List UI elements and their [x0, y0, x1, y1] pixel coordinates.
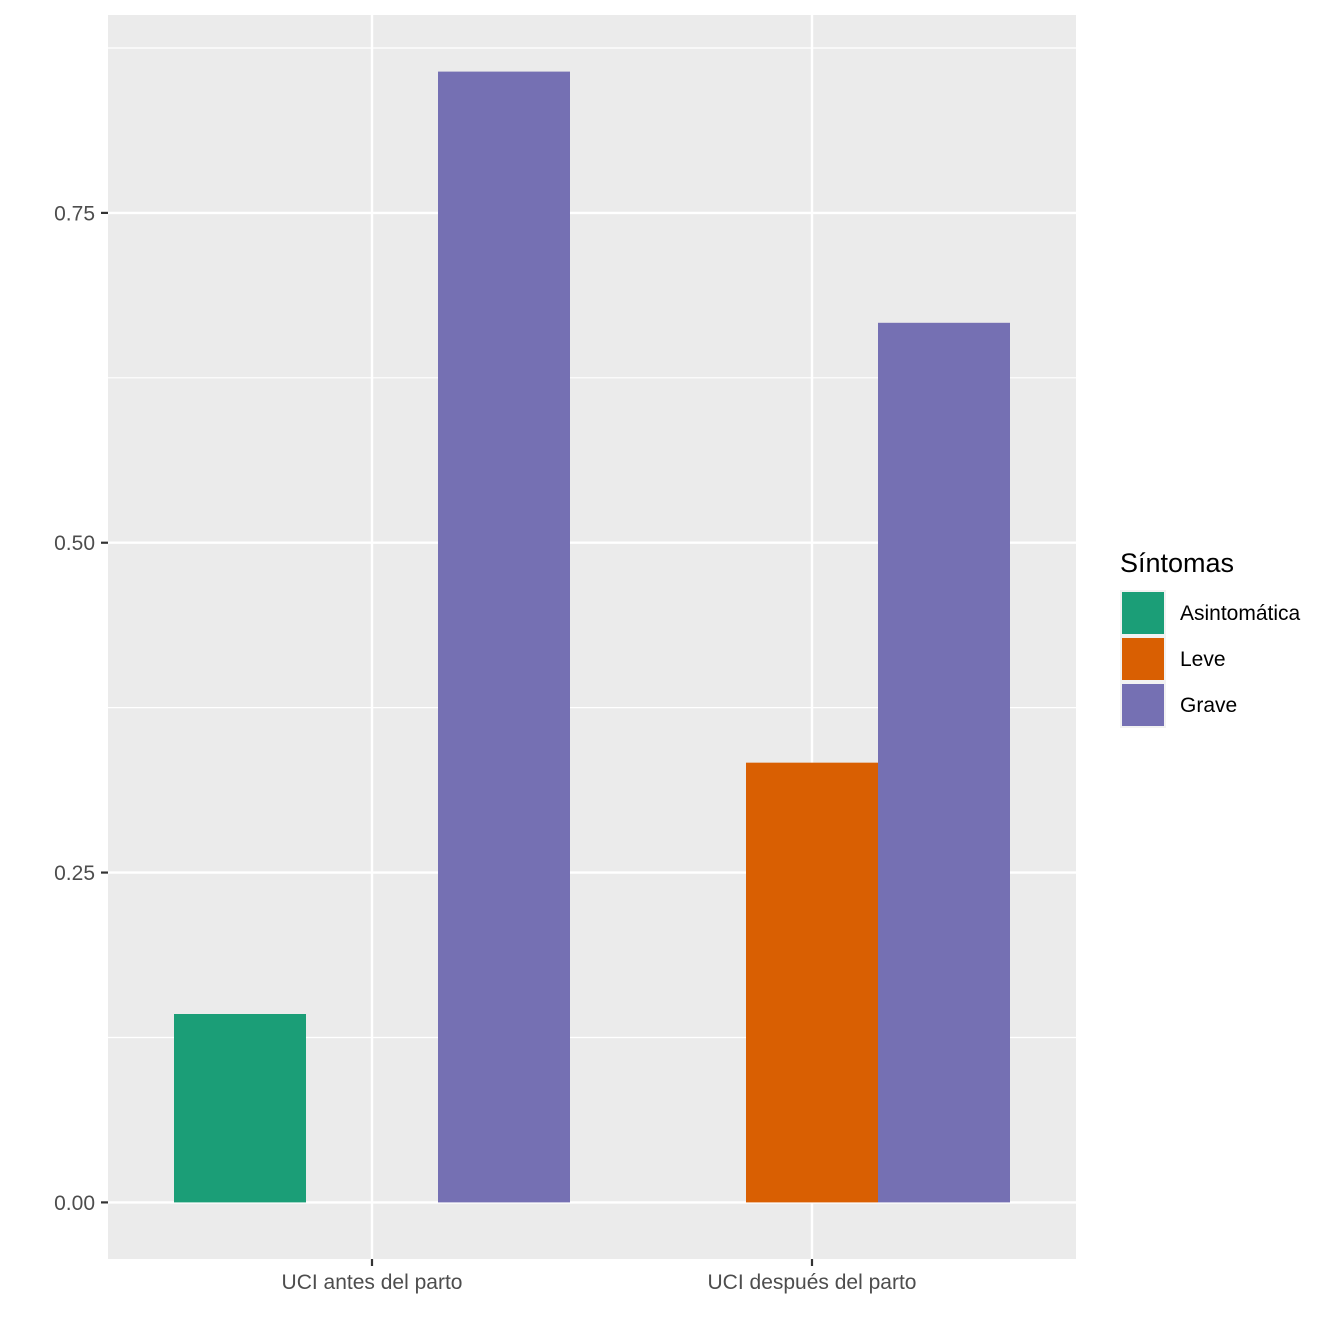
bars	[174, 71, 1010, 1203]
x-tick-label: UCI antes del parto	[282, 1271, 463, 1294]
x-tick-label: UCI después del parto	[708, 1271, 917, 1294]
legend-swatch	[1122, 684, 1164, 726]
legend-title: Síntomas	[1120, 548, 1234, 578]
bar-grave-1	[438, 71, 570, 1203]
y-tick-label: 0.25	[54, 862, 95, 885]
legend-label: Leve	[1180, 648, 1226, 671]
y-tick-label: 0.00	[54, 1192, 95, 1215]
y-tick-label: 0.50	[54, 532, 95, 555]
legend-swatch	[1122, 638, 1164, 680]
bar-asintomatica-1	[174, 1013, 306, 1203]
x-axis: UCI antes del parto UCI después del parto	[282, 1259, 917, 1294]
bar-leve-2	[746, 762, 878, 1203]
legend-items: Asintomática Leve Grave	[1120, 590, 1301, 728]
legend-swatch	[1122, 592, 1164, 634]
bar-grave-2	[878, 322, 1010, 1203]
y-axis: 0.00 0.25 0.50 0.75	[54, 202, 108, 1215]
legend: Síntomas Asintomática Leve Grave	[1120, 548, 1301, 728]
y-tick-label: 0.75	[54, 202, 95, 225]
legend-label: Asintomática	[1180, 602, 1301, 625]
legend-label: Grave	[1180, 694, 1237, 717]
